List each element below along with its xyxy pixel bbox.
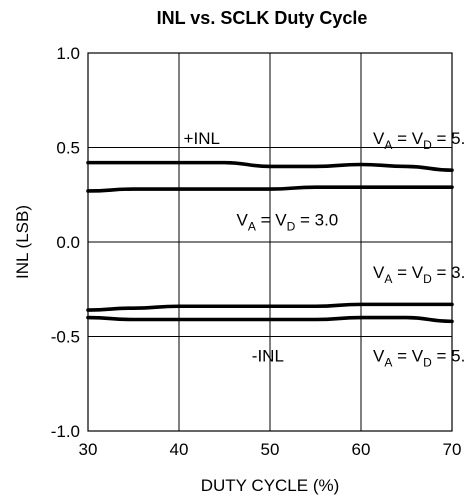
plot-frame bbox=[87, 52, 453, 432]
series-line-2 bbox=[86, 185, 454, 193]
series-line-1 bbox=[86, 160, 454, 172]
series-line-3 bbox=[86, 302, 454, 312]
grid bbox=[88, 53, 452, 431]
x-axis-label: DUTY CYCLE (%) bbox=[201, 476, 340, 495]
annotation-text: = V bbox=[256, 210, 287, 229]
annotation-subscript: D bbox=[423, 138, 432, 152]
y-tick-label: 0.5 bbox=[56, 139, 80, 158]
x-tick-label: 30 bbox=[79, 440, 98, 459]
y-tick-label: -1.0 bbox=[51, 422, 80, 441]
annotation-text: = 5.0 bbox=[432, 129, 464, 148]
chart-title: INL vs. SCLK Duty Cycle bbox=[157, 8, 368, 28]
x-tick-label: 70 bbox=[443, 440, 462, 459]
annotation-va3-top: VA = VD = 3.0 bbox=[236, 210, 338, 233]
annotation-text: V bbox=[373, 129, 385, 148]
annotation-text: V bbox=[373, 346, 385, 365]
annotation-va5-bot: VA = VD = 5.0 bbox=[373, 346, 464, 369]
annotation-text: = 3.0 bbox=[432, 263, 464, 282]
annotation-subscript: A bbox=[248, 219, 256, 233]
annotation-subscript: D bbox=[287, 219, 296, 233]
series-line-4 bbox=[86, 315, 454, 324]
series-group bbox=[86, 160, 454, 324]
annotation-va3-bot: VA = VD = 3.0 bbox=[373, 263, 464, 286]
annotation-va5-top: VA = VD = 5.0 bbox=[373, 129, 464, 152]
annotation-text: = 3.0 bbox=[295, 210, 338, 229]
y-tick-label: 0.0 bbox=[56, 233, 80, 252]
annotation-text: = V bbox=[392, 129, 423, 148]
x-tick-label: 60 bbox=[352, 440, 371, 459]
annotation-text: = V bbox=[392, 346, 423, 365]
annotation-subscript: A bbox=[384, 138, 392, 152]
annotation-text: V bbox=[236, 210, 248, 229]
annotation-text: = V bbox=[392, 263, 423, 282]
x-tick-labels: 30 40 50 60 70 bbox=[79, 440, 462, 459]
x-tick-label: 40 bbox=[170, 440, 189, 459]
annotation-subscript: A bbox=[384, 355, 392, 369]
annotation-neg-inl: -INL bbox=[252, 346, 284, 365]
annotation-subscript: D bbox=[423, 272, 432, 286]
y-axis-label: INL (LSB) bbox=[13, 205, 32, 279]
annotation-text: = 5.0 bbox=[432, 346, 464, 365]
annotation-pos-inl: +INL bbox=[184, 129, 220, 148]
annotation-text: V bbox=[373, 263, 385, 282]
y-tick-labels: 1.0 0.5 0.0 -0.5 -1.0 bbox=[51, 44, 80, 441]
annotation-subscript: A bbox=[384, 272, 392, 286]
x-tick-label: 50 bbox=[261, 440, 280, 459]
annotation-subscript: D bbox=[423, 355, 432, 369]
y-tick-label: -0.5 bbox=[51, 328, 80, 347]
y-tick-label: 1.0 bbox=[56, 44, 80, 63]
